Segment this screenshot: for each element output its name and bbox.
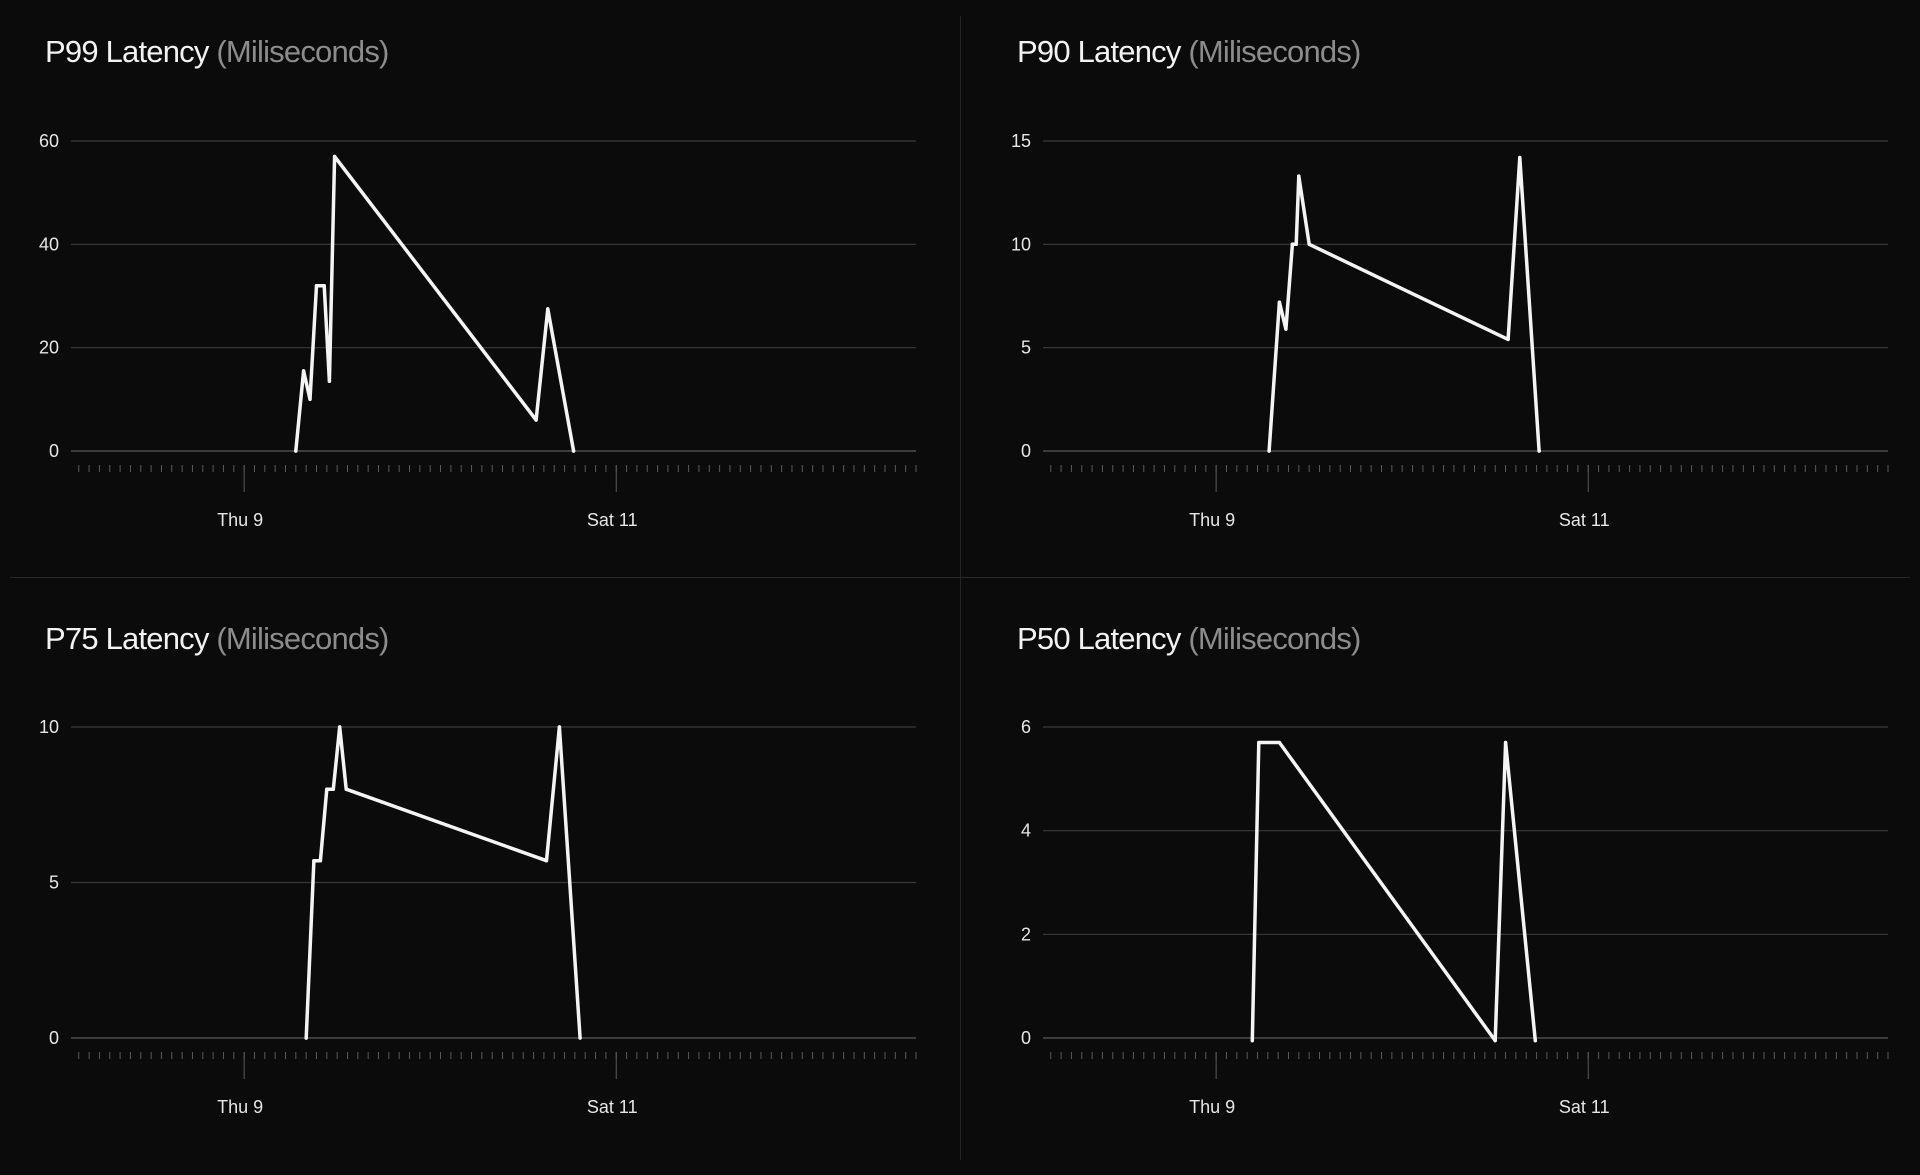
data-point bbox=[1506, 337, 1510, 342]
chart-title-main: P99 Latency bbox=[45, 34, 209, 69]
y-tick-label: 0 bbox=[49, 441, 59, 461]
data-point bbox=[1537, 449, 1541, 453]
chart-title: P75 Latency (Miliseconds) bbox=[45, 621, 389, 657]
data-point bbox=[332, 154, 337, 159]
vertical-divider bbox=[960, 16, 961, 1160]
y-tick-label: 20 bbox=[39, 338, 59, 358]
data-point bbox=[325, 787, 329, 791]
data-point bbox=[578, 1036, 582, 1040]
data-point bbox=[1267, 449, 1271, 453]
x-tick-label: Sat 11 bbox=[587, 1097, 638, 1117]
p75-latency-chart: 0 5 10 Thu 9 Sat 11 bbox=[39, 717, 917, 1117]
x-tick-label: Thu 9 bbox=[1189, 1097, 1235, 1117]
chart-title: P90 Latency (Miliseconds) bbox=[1017, 34, 1361, 70]
series-line bbox=[294, 154, 576, 453]
data-point bbox=[294, 449, 298, 453]
chart-title-main: P75 Latency bbox=[45, 621, 209, 656]
data-point bbox=[327, 379, 332, 383]
data-point bbox=[534, 418, 538, 422]
chart-title: P99 Latency (Miliseconds) bbox=[45, 34, 389, 70]
chart-title-unit: (Miliseconds) bbox=[216, 621, 389, 656]
chart-title-unit: (Miliseconds) bbox=[216, 34, 389, 69]
data-point bbox=[1294, 242, 1298, 247]
data-point bbox=[571, 449, 576, 453]
chart-title-unit: (Miliseconds) bbox=[1188, 34, 1361, 69]
series-line bbox=[304, 725, 582, 1040]
p99-latency-chart: 0 20 40 60 Thu 9 Sat 11 bbox=[39, 131, 917, 530]
data-point bbox=[331, 787, 335, 791]
y-tick-label: 2 bbox=[1021, 924, 1031, 944]
data-point bbox=[1533, 1038, 1537, 1043]
p90-latency-chart: 0 5 10 15 Thu 9 Sat 11 bbox=[1011, 131, 1889, 530]
data-point bbox=[1297, 174, 1301, 178]
data-point bbox=[1290, 242, 1295, 247]
chart-title-unit: (Miliseconds) bbox=[1188, 621, 1361, 656]
chart-title-main: P90 Latency bbox=[1017, 34, 1181, 69]
data-point bbox=[322, 283, 326, 288]
data-point bbox=[557, 725, 562, 729]
y-tick-label: 0 bbox=[1021, 1028, 1031, 1048]
chart-title-main: P50 Latency bbox=[1017, 621, 1181, 656]
y-tick-label: 10 bbox=[39, 717, 59, 737]
data-point bbox=[1257, 740, 1261, 745]
data-point bbox=[1277, 740, 1282, 745]
y-tick-label: 0 bbox=[1021, 441, 1031, 461]
data-point bbox=[344, 787, 348, 791]
y-tick-label: 5 bbox=[49, 873, 59, 893]
y-tick-label: 15 bbox=[1011, 131, 1031, 151]
p75-latency-panel: P75 Latency (Miliseconds) 0 5 10 Thu 9 Sat 1… bbox=[0, 577, 960, 1175]
series-line bbox=[1267, 155, 1541, 453]
data-point bbox=[1250, 1038, 1255, 1043]
data-point bbox=[1503, 740, 1508, 745]
data-point bbox=[312, 859, 316, 863]
data-point bbox=[304, 1036, 308, 1040]
y-tick-label: 4 bbox=[1021, 821, 1031, 841]
p90-latency-panel: P90 Latency (Miliseconds) 0 5 10 15 Thu 9 Sat… bbox=[960, 0, 1920, 577]
data-point bbox=[1493, 1038, 1497, 1043]
data-point bbox=[308, 397, 312, 402]
y-tick-label: 40 bbox=[39, 234, 59, 254]
data-point bbox=[1518, 155, 1522, 160]
series-line bbox=[1250, 740, 1538, 1043]
y-tick-label: 6 bbox=[1021, 717, 1031, 737]
data-point bbox=[1284, 327, 1288, 331]
x-tick-label: Sat 11 bbox=[1559, 510, 1610, 530]
data-point bbox=[338, 725, 342, 729]
data-point bbox=[544, 859, 549, 863]
p50-latency-panel: P50 Latency (Miliseconds) 0 2 4 6 Thu 9 Sat 1… bbox=[960, 577, 1920, 1175]
chart-title: P50 Latency (Miliseconds) bbox=[1017, 621, 1361, 657]
data-point bbox=[546, 307, 550, 311]
y-tick-label: 60 bbox=[39, 131, 59, 151]
x-tick-label: Thu 9 bbox=[217, 1097, 263, 1117]
x-tick-label: Sat 11 bbox=[587, 510, 638, 530]
x-tick-label: Sat 11 bbox=[1559, 1097, 1610, 1117]
data-point bbox=[314, 283, 319, 288]
y-tick-label: 0 bbox=[49, 1028, 59, 1048]
p50-latency-chart: 0 2 4 6 Thu 9 Sat 11 bbox=[1021, 717, 1889, 1117]
data-point bbox=[301, 369, 306, 373]
x-tick-label: Thu 9 bbox=[217, 510, 263, 530]
x-tick-label: Thu 9 bbox=[1189, 510, 1235, 530]
horizontal-divider bbox=[10, 577, 1910, 578]
y-tick-label: 5 bbox=[1021, 338, 1031, 358]
y-tick-label: 10 bbox=[1011, 234, 1031, 254]
data-point bbox=[1277, 300, 1282, 304]
data-point bbox=[318, 859, 323, 863]
data-point bbox=[1307, 242, 1311, 247]
p99-latency-panel: P99 Latency (Miliseconds) 0 20 40 60 Thu 9 Sa… bbox=[0, 0, 960, 577]
